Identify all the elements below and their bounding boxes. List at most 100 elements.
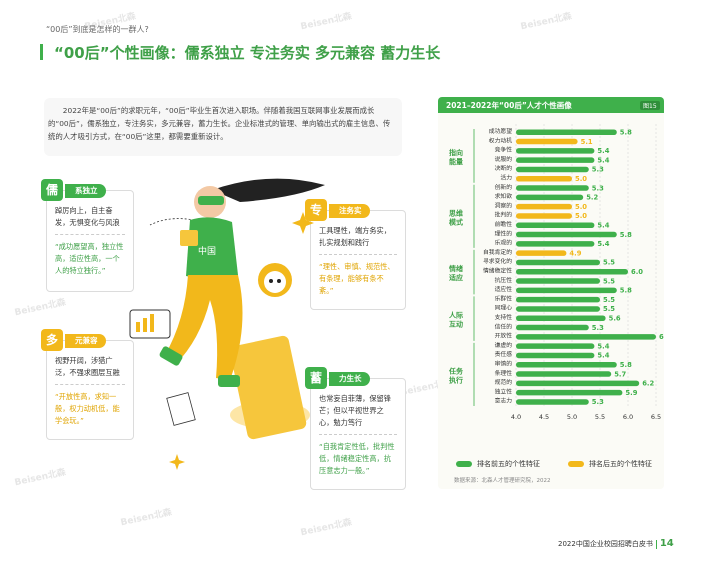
group-label: 模式 (449, 217, 463, 226)
bar (516, 203, 572, 210)
category-label: 审慎的 (495, 360, 513, 368)
category-label: 自我肯定的 (483, 248, 512, 256)
legend-bottom: 排名后五的个性特征 (568, 459, 652, 469)
value-label: 5.8 (620, 287, 632, 295)
category-label: 决断的 (495, 164, 513, 172)
value-label: 5.9 (625, 389, 637, 397)
bar (516, 129, 617, 135)
bar (516, 306, 600, 312)
value-label: 5.3 (592, 166, 604, 174)
bar (516, 148, 595, 154)
value-label: 5.8 (620, 231, 632, 239)
bar (516, 222, 595, 228)
category-label: 信任的 (495, 322, 513, 330)
value-label: 5.4 (597, 222, 609, 230)
bar (516, 352, 595, 359)
category-label: 洞察的 (495, 201, 513, 209)
bar (516, 343, 595, 349)
category-label: 求知欲 (495, 192, 513, 200)
watermark: Beisen北森 (299, 517, 353, 539)
group-label: 执行 (449, 375, 463, 384)
category-label: 创新的 (495, 183, 513, 191)
value-label: 5.0 (575, 212, 587, 220)
card-badge: 多 (41, 329, 63, 351)
card-tag: 系独立 (65, 184, 106, 198)
value-label: 5.2 (586, 194, 598, 202)
bar (516, 269, 628, 275)
figure-label: 图15 (640, 101, 660, 110)
bar (516, 166, 589, 173)
group-label: 思维 (449, 208, 463, 217)
shirt-label: 中国 (198, 245, 216, 257)
value-label: 5.8 (620, 361, 632, 369)
chart-title: 2021–2022年“00后”人才个性画像 (446, 101, 572, 110)
x-tick-label: 4.5 (539, 413, 549, 421)
card-tag: 力生长 (329, 372, 370, 386)
card-zhuan-pragmatic: 专 注务实 工具理性，端方务实，扎实规划和践行 “理性、审慎、规范性、有条理，能… (305, 199, 406, 310)
bar (516, 241, 595, 247)
footer: 2022中国企业校园招聘白皮书 14 (558, 538, 674, 549)
legend-bottom-label: 排名后五的个性特征 (589, 460, 652, 468)
value-label: 5.4 (597, 156, 609, 164)
bar (516, 231, 617, 238)
value-label: 5.3 (592, 324, 604, 332)
bar (516, 380, 640, 387)
value-label: 5.0 (575, 203, 587, 211)
watermark: Beisen北森 (299, 11, 353, 33)
card-badge: 儒 (41, 179, 63, 201)
card-badge: 蓄 (305, 367, 327, 389)
bar (516, 138, 578, 145)
bar (516, 296, 600, 303)
bar (516, 371, 612, 377)
x-tick-label: 6.0 (623, 413, 633, 421)
group-label: 互动 (449, 320, 463, 329)
legend-top: 排名前五的个性特征 (456, 459, 540, 469)
value-label: 5.4 (597, 147, 609, 155)
value-label: 4.9 (569, 249, 581, 257)
category-label: 支持性 (495, 313, 513, 321)
group-label: 指向 (449, 148, 463, 157)
bar (516, 250, 567, 256)
bar (516, 278, 600, 284)
breadcrumb: “00后”到底是怎样的一群人? (46, 25, 149, 34)
value-label: 5.3 (592, 184, 604, 192)
bar (516, 334, 656, 340)
value-label: 5.5 (603, 296, 615, 304)
bar (516, 176, 572, 182)
card-tag: 元兼容 (65, 334, 106, 348)
category-label: 开放性 (495, 332, 513, 340)
bar (516, 194, 584, 201)
value-label: 5.3 (592, 398, 604, 406)
bar (516, 324, 589, 331)
group-label: 人际 (449, 311, 463, 320)
bar (516, 362, 617, 368)
page-number: 14 (659, 538, 674, 549)
category-label: 条理性 (495, 369, 513, 377)
x-tick-label: 5.0 (567, 413, 577, 421)
bar (516, 389, 623, 396)
card-duo-inclusive: 多 元兼容 视野开阔，涉猎广泛，不强求圈层互融 “开放性高，求知一般，权力动机低… (41, 329, 134, 440)
phone-illustration (230, 335, 307, 440)
group-label: 适应 (449, 273, 463, 282)
chart-header (438, 97, 664, 113)
value-label: 6.2 (642, 380, 654, 388)
intro-box (44, 98, 402, 156)
page-title: “00后”个性画像：儒系独立 专注务实 多元兼容 蓄力生长 (54, 44, 441, 62)
category-label: 谦虚的 (495, 341, 513, 349)
data-source: 数据来源：北森人才管理研究院，2022 (454, 478, 551, 484)
x-tick-label: 4.0 (511, 413, 521, 421)
category-label: 情绪稳定性 (483, 267, 512, 275)
category-label: 寻求变化的 (483, 257, 512, 265)
card-quote: “自我肯定性低，批判性低，情绪稳定性高，抗压意志力一般。” (319, 442, 395, 475)
legend-top-label: 排名前五的个性特征 (477, 460, 540, 468)
bar (516, 157, 595, 163)
value-label: 5.4 (597, 352, 609, 360)
category-label: 说服的 (495, 155, 513, 163)
card-tag: 注务实 (329, 204, 370, 218)
value-label: 5.8 (620, 129, 632, 137)
intro-text: 2022年是“00后”的求职元年，“00后”毕业生首次进入职场。伴随着我国互联网… (48, 106, 391, 141)
x-tick-label: 5.5 (595, 413, 605, 421)
bar (516, 315, 606, 321)
value-label: 5.7 (614, 370, 626, 378)
watermark: Beisen北森 (13, 467, 67, 489)
